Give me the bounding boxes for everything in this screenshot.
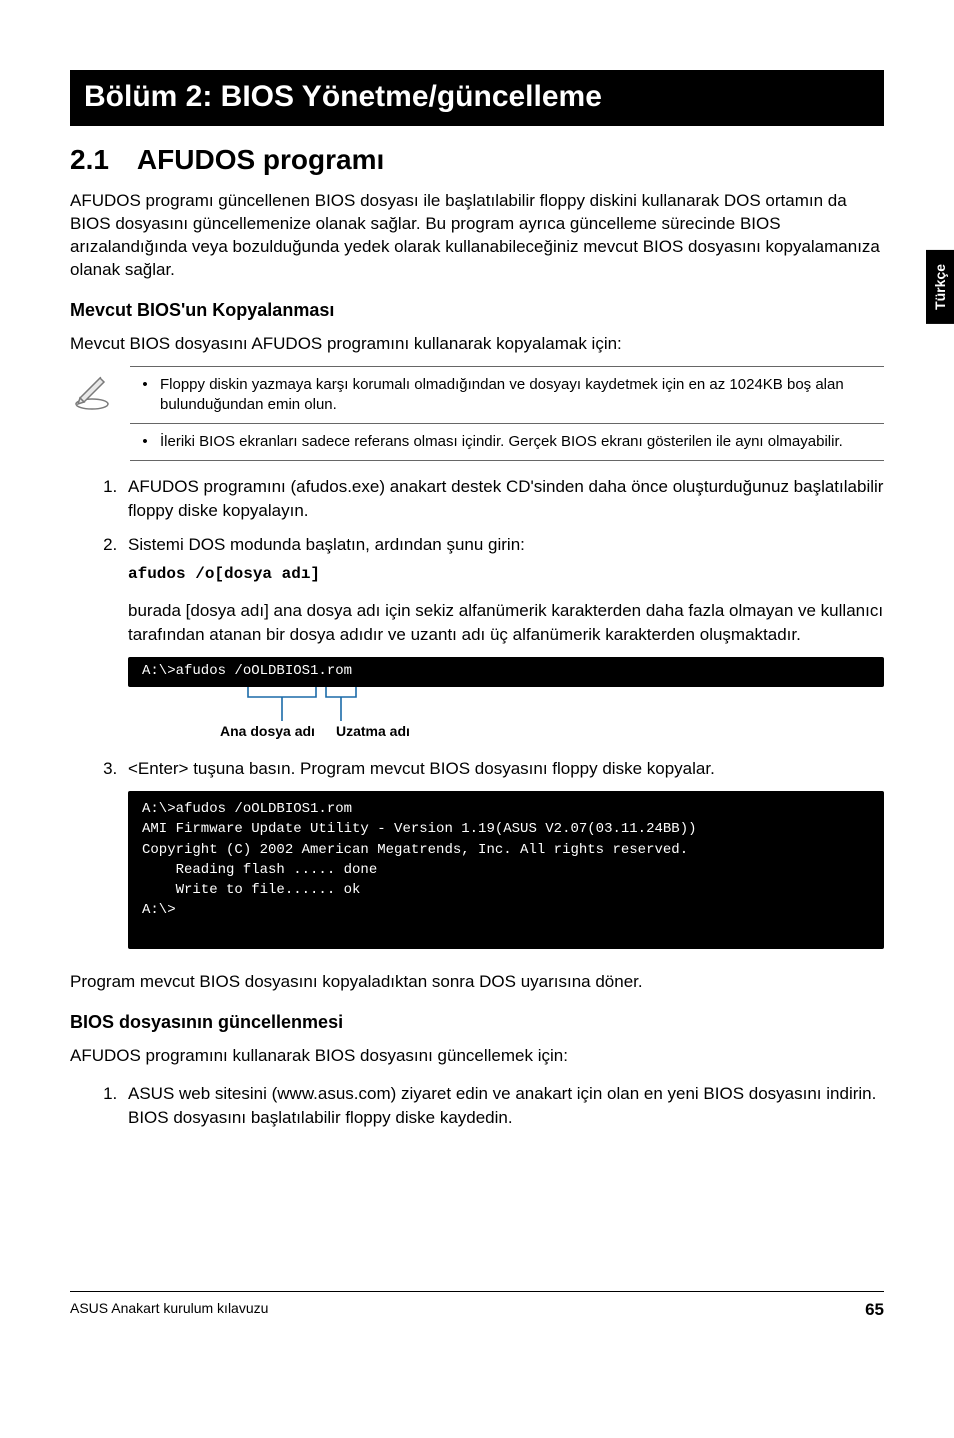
step-3: <Enter> tuşuna basın. Program mevcut BIO… <box>122 757 884 781</box>
annotation-brackets-svg <box>128 687 428 727</box>
step-2-explain: burada [dosya adı] ana dosya adı için se… <box>128 601 883 644</box>
subheading-copy-bios: Mevcut BIOS'un Kopyalanması <box>70 300 884 321</box>
annotation-label-ext: Uzatma adı <box>336 723 410 739</box>
step-b1: ASUS web sitesini (www.asus.com) ziyaret… <box>122 1082 884 1130</box>
language-side-tab: Türkçe <box>926 250 954 324</box>
terminal-output-2: A:\>afudos /oOLDBIOS1.rom AMI Firmware U… <box>128 791 884 949</box>
step-1: AFUDOS programını (afudos.exe) anakart d… <box>122 475 884 523</box>
terminal-output-1: A:\>afudos /oOLDBIOS1.rom <box>128 657 884 687</box>
subheading-update-bios: BIOS dosyasının güncellenmesi <box>70 1012 884 1033</box>
note-text-1: Floppy diskin yazmaya karşı korumalı olm… <box>160 375 884 416</box>
sub1-lead: Mevcut BIOS dosyasını AFUDOS programını … <box>70 333 884 356</box>
steps-list-copy-cont: <Enter> tuşuna basın. Program mevcut BIO… <box>70 757 884 781</box>
section-heading: 2.1 AFUDOS programı <box>70 144 884 176</box>
pencil-note-icon <box>70 366 130 412</box>
annotation-label-main: Ana dosya adı <box>220 723 315 739</box>
note-row-2: • İleriki BIOS ekranları sadece referans… <box>130 423 884 460</box>
step-2-lead: Sistemi DOS modunda başlatın, ardından ş… <box>128 535 525 554</box>
steps-list-update: ASUS web sitesini (www.asus.com) ziyaret… <box>70 1082 884 1130</box>
after-terminal-note: Program mevcut BIOS dosyasını kopyaladık… <box>70 971 884 994</box>
note-row-1: • Floppy diskin yazmaya karşı korumalı o… <box>130 367 884 424</box>
footer-left-text: ASUS Anakart kurulum kılavuzu <box>70 1300 268 1320</box>
sub2-lead: AFUDOS programını kullanarak BIOS dosyas… <box>70 1045 884 1068</box>
bullet-icon: • <box>130 375 160 395</box>
filename-annotation: Ana dosya adı Uzatma adı <box>128 687 884 743</box>
intro-paragraph: AFUDOS programı güncellenen BIOS dosyası… <box>70 190 884 282</box>
page-footer: ASUS Anakart kurulum kılavuzu 65 <box>70 1291 884 1320</box>
footer-page-number: 65 <box>865 1300 884 1320</box>
step-2: Sistemi DOS modunda başlatın, ardından ş… <box>122 533 884 647</box>
step-2-command: afudos /o[dosya adı] <box>128 563 884 585</box>
bullet-icon: • <box>130 432 160 452</box>
note-text-2: İleriki BIOS ekranları sadece referans o… <box>160 432 843 452</box>
note-block: • Floppy diskin yazmaya karşı korumalı o… <box>70 366 884 462</box>
chapter-title-bar: Bölüm 2: BIOS Yönetme/güncelleme <box>70 70 884 126</box>
steps-list-copy: AFUDOS programını (afudos.exe) anakart d… <box>70 475 884 646</box>
